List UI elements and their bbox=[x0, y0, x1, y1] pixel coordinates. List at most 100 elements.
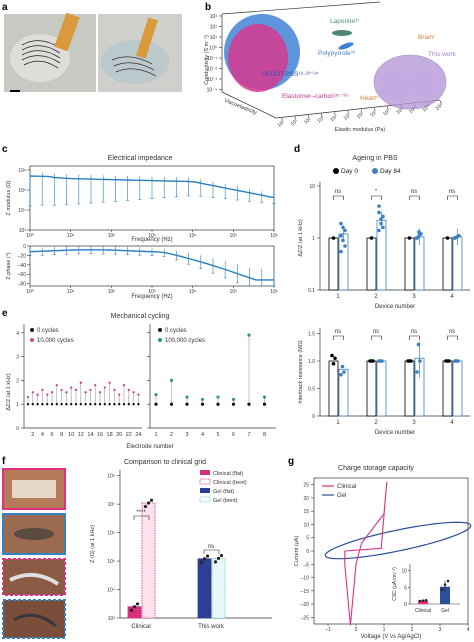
e-left-point-10k bbox=[89, 388, 92, 392]
d-point-day84 bbox=[381, 225, 385, 230]
e-right-xtick: 4 bbox=[201, 432, 204, 438]
g-gel-curve bbox=[324, 521, 472, 560]
g-ytick: 20 bbox=[303, 496, 309, 502]
e-right-point-100k bbox=[247, 333, 251, 337]
g-xtick: 2 bbox=[411, 627, 414, 633]
c-top-xtick: 10⁵ bbox=[230, 233, 238, 239]
e-left-point-10k bbox=[137, 393, 140, 396]
d-bot-sig: ns bbox=[373, 329, 379, 335]
e-left-point-0 bbox=[132, 402, 135, 406]
panel-c-bottom-ylabel: Z phase (°) bbox=[6, 252, 12, 279]
b-xtick: 10¹ bbox=[290, 118, 300, 127]
f-bar-clinical-bent bbox=[141, 502, 156, 619]
panel-d-bottom-xlabel: Device number bbox=[375, 430, 415, 436]
b-ytick: 10⁻⁴ bbox=[207, 88, 217, 94]
f-ytick: 10³ bbox=[108, 616, 116, 622]
f-ytick: 10⁷ bbox=[108, 502, 116, 508]
e-left-xtick: 4 bbox=[41, 432, 44, 438]
e-right-legend-1: 100,000 cycles bbox=[165, 338, 205, 344]
e-left-point-10k bbox=[46, 393, 49, 396]
d-point-day84 bbox=[339, 249, 343, 254]
f-ytick: 10⁴ bbox=[107, 588, 115, 594]
label-laponite: Laponite³¹ bbox=[330, 18, 360, 25]
g-ytick: 0 bbox=[306, 549, 309, 555]
panel-g-ylabel: Current (μA) bbox=[294, 536, 300, 567]
d-top-xtick: 2 bbox=[374, 294, 378, 300]
b-ytick: 10⁻³ bbox=[207, 77, 217, 83]
e-left-point-0 bbox=[50, 402, 54, 406]
e-right-xtick: 6 bbox=[232, 432, 235, 438]
g-ytick: –15 bbox=[301, 589, 310, 595]
e-right-legend-0: 0 cycles bbox=[165, 328, 187, 334]
panel-f-title: Comparison to clinical grid bbox=[124, 459, 206, 466]
e-left-point-0 bbox=[41, 402, 44, 406]
e-left-point-0 bbox=[46, 402, 49, 406]
d-top-xtick: 4 bbox=[450, 294, 454, 300]
b-xtick: 10¹¹ bbox=[421, 103, 432, 114]
panel-label-d: d bbox=[294, 144, 300, 155]
g-legend-1: Gel bbox=[337, 493, 346, 499]
e-left-xtick: 16 bbox=[97, 432, 103, 438]
e-left-point-10k bbox=[127, 388, 130, 392]
g-xtick: 0 bbox=[355, 627, 358, 633]
d-bot-sig: ns bbox=[335, 329, 341, 335]
e-left-xtick: 18 bbox=[107, 432, 113, 438]
g-xtick: 3 bbox=[439, 627, 442, 633]
e-right-xtick: 3 bbox=[185, 432, 188, 438]
d-top-sig: ns bbox=[335, 189, 341, 195]
e-right-xtick: 2 bbox=[170, 432, 173, 438]
d-bot-sig: ns bbox=[411, 329, 417, 335]
e-left-point-10k bbox=[41, 388, 44, 392]
d-res-bar-day0 bbox=[404, 360, 415, 417]
e-left-point-10k bbox=[122, 383, 126, 387]
g-ytick: –20 bbox=[301, 602, 310, 608]
d-res-bar-day84 bbox=[376, 360, 387, 417]
label-this-work: This work bbox=[428, 51, 457, 58]
g-xtick: 1 bbox=[383, 627, 386, 633]
b-xtick: 10¹⁰ bbox=[408, 104, 419, 115]
d-top-xtick: 1 bbox=[336, 294, 340, 300]
e-right-point-0 bbox=[231, 402, 236, 406]
e-left-point-10k bbox=[55, 383, 58, 387]
g-ytick: 5 bbox=[306, 536, 309, 542]
c-top-ytick: 10⁶ bbox=[18, 168, 26, 174]
d-bot-xtick: 4 bbox=[450, 420, 454, 426]
d-point-day84 bbox=[417, 230, 421, 234]
c-bot-ytick: 0 bbox=[23, 244, 26, 250]
f-bar-gel-flat bbox=[197, 558, 212, 619]
d-point-day84 bbox=[339, 234, 343, 238]
d-top-xtick: 3 bbox=[412, 294, 416, 300]
c-bot-xtick: 10⁶ bbox=[270, 289, 278, 295]
e-left-point-10k bbox=[70, 386, 73, 389]
panel-d-bottom-ylabel: Intertrack resistance (MΩ) bbox=[298, 340, 304, 404]
e-right-point-0 bbox=[169, 402, 174, 406]
panel-c-top-xlabel: Frequency (Hz) bbox=[131, 237, 172, 243]
panel-b-ylabel: Conductivity (S m⁻¹) bbox=[204, 35, 210, 85]
d-bot-ytick: 1.0 bbox=[308, 359, 315, 365]
e-left-point-0 bbox=[103, 402, 107, 406]
c-bot-ytick: –40 bbox=[18, 263, 27, 269]
e-left-point-0 bbox=[60, 402, 63, 406]
c-bot-ytick: –80 bbox=[18, 282, 27, 288]
panel-g-inset bbox=[408, 560, 462, 608]
e-right-xtick: 7 bbox=[247, 432, 250, 438]
e-right-point-0 bbox=[262, 402, 267, 406]
panel-d-resistance-plot: Intertrack resistance (MΩ) 1.5 1.0 0.5 0 ns 1… bbox=[298, 328, 470, 436]
panel-c-bottom-xlabel: Frequency (Hz) bbox=[131, 294, 172, 300]
inset-ytick: 10 bbox=[401, 569, 407, 575]
c-bot-xtick: 10³ bbox=[148, 289, 156, 295]
e-left-point-10k bbox=[98, 391, 102, 394]
c-top-mean-line bbox=[29, 175, 275, 199]
photo-gel-bent bbox=[2, 599, 66, 639]
d-bot-xtick: 3 bbox=[412, 420, 416, 426]
e-right-point-100k bbox=[169, 378, 174, 382]
legend-day0-label: Day 0 bbox=[341, 168, 358, 175]
e-left-point-10k bbox=[103, 386, 107, 389]
d-top-ytick: 0.1 bbox=[308, 288, 315, 294]
e-right-xtick: 5 bbox=[216, 432, 219, 438]
d-bar-day0 bbox=[442, 237, 453, 291]
panel-label-b: b bbox=[205, 2, 211, 13]
c-top-xtick: 10² bbox=[108, 233, 116, 239]
c-top-xtick: 10¹ bbox=[67, 233, 75, 239]
